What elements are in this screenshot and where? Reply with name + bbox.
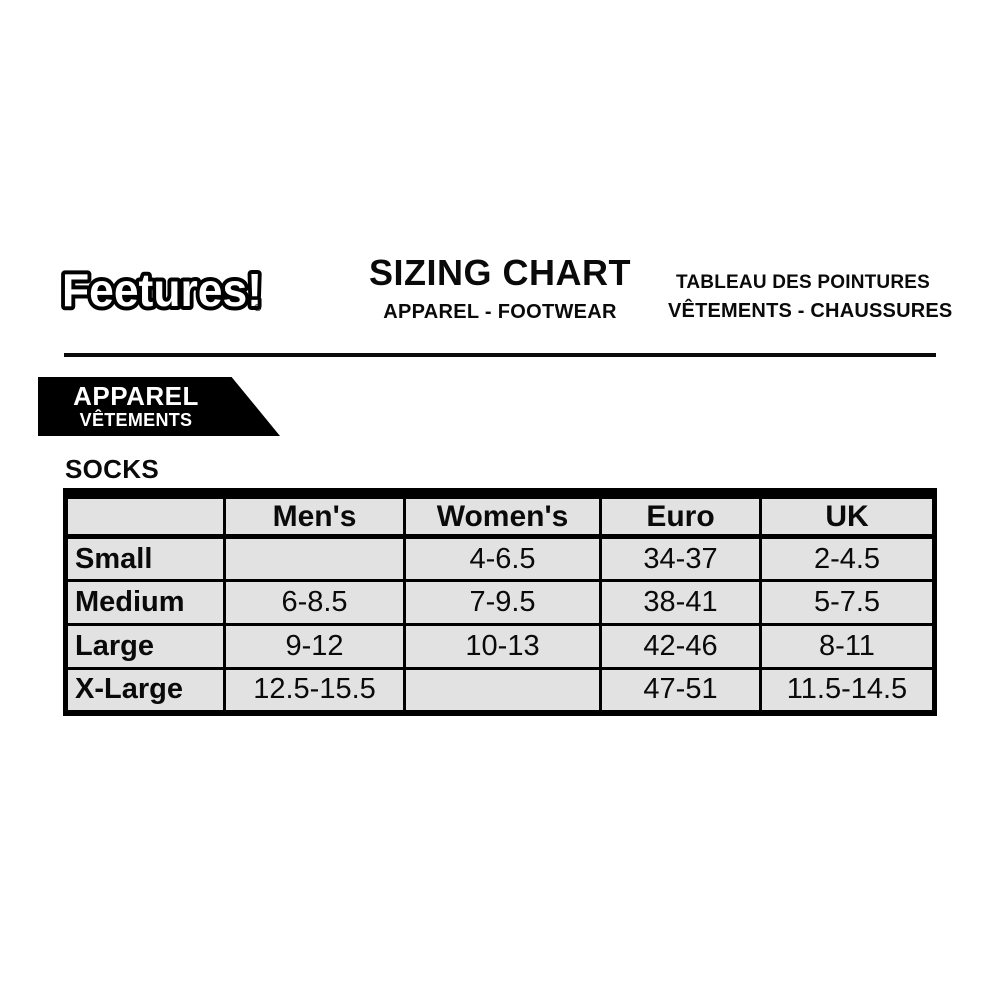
cell-small-mens — [223, 535, 406, 582]
cell-small-womens: 4-6.5 — [403, 535, 602, 582]
cell-small-euro: 34-37 — [599, 535, 762, 582]
cell-xlarge-womens — [403, 667, 602, 714]
cell-medium-mens: 6-8.5 — [223, 579, 406, 626]
column-header-euro: Euro — [599, 492, 762, 539]
apparel-banner-labels: APPAREL VÊTEMENTS — [38, 377, 234, 430]
cell-large-womens: 10-13 — [403, 623, 602, 670]
cell-medium-womens: 7-9.5 — [403, 579, 602, 626]
row-label-xlarge: X-Large — [64, 667, 226, 714]
socks-sizing-table: Men's Women's Euro UK Small 4-6.5 34-37 … — [63, 488, 937, 716]
registered-trademark-mark: ® — [254, 303, 262, 314]
column-header-uk: UK — [759, 492, 936, 539]
cell-medium-uk: 5-7.5 — [759, 579, 936, 626]
table-row-xlarge: X-Large 12.5-15.5 47-51 11.5-14.5 — [64, 667, 936, 714]
cell-large-euro: 42-46 — [599, 623, 762, 670]
apparel-section-banner: APPAREL VÊTEMENTS — [38, 377, 280, 436]
cell-xlarge-mens: 12.5-15.5 — [223, 667, 406, 714]
table-row-large: Large 9-12 10-13 42-46 8-11 — [64, 623, 936, 670]
table-row-medium: Medium 6-8.5 7-9.5 38-41 5-7.5 — [64, 579, 936, 626]
page-title-french: TABLEAU DES POINTURES — [675, 272, 931, 293]
page-subtitle-french: VÊTEMENTS - CHAUSSURES — [668, 300, 953, 322]
cell-small-uk: 2-4.5 — [759, 535, 936, 582]
table-header-row: Men's Women's Euro UK — [64, 492, 936, 539]
cell-large-mens: 9-12 — [223, 623, 406, 670]
cell-xlarge-euro: 47-51 — [599, 667, 762, 714]
feetures-logo-art: Feetures! — [58, 260, 266, 320]
column-header-size — [64, 492, 226, 539]
cell-medium-euro: 38-41 — [599, 579, 762, 626]
banner-label-vetements: VÊTEMENTS — [79, 410, 193, 430]
logo-text: Feetures! — [62, 264, 262, 316]
header-title-block: SIZING CHART APPAREL - FOOTWEAR — [340, 254, 660, 324]
row-label-medium: Medium — [64, 579, 226, 626]
cell-large-uk: 8-11 — [759, 623, 936, 670]
banner-label-apparel: APPAREL — [73, 381, 199, 411]
page-title: SIZING CHART — [369, 252, 631, 293]
feetures-logo: Feetures! — [58, 260, 273, 322]
header-title-block-french: TABLEAU DES POINTURES VÊTEMENTS - CHAUSS… — [668, 272, 953, 323]
socks-sizing-table-container: Men's Women's Euro UK Small 4-6.5 34-37 … — [63, 488, 937, 716]
socks-heading: SOCKS — [65, 454, 159, 484]
row-label-large: Large — [64, 623, 226, 670]
page-subtitle: APPAREL - FOOTWEAR — [383, 300, 617, 323]
row-label-small: Small — [64, 535, 226, 582]
column-header-womens: Women's — [403, 492, 602, 539]
table-row-small: Small 4-6.5 34-37 2-4.5 — [64, 535, 936, 582]
header-divider-rule — [64, 353, 936, 357]
column-header-mens: Men's — [223, 492, 406, 539]
cell-xlarge-uk: 11.5-14.5 — [759, 667, 936, 714]
